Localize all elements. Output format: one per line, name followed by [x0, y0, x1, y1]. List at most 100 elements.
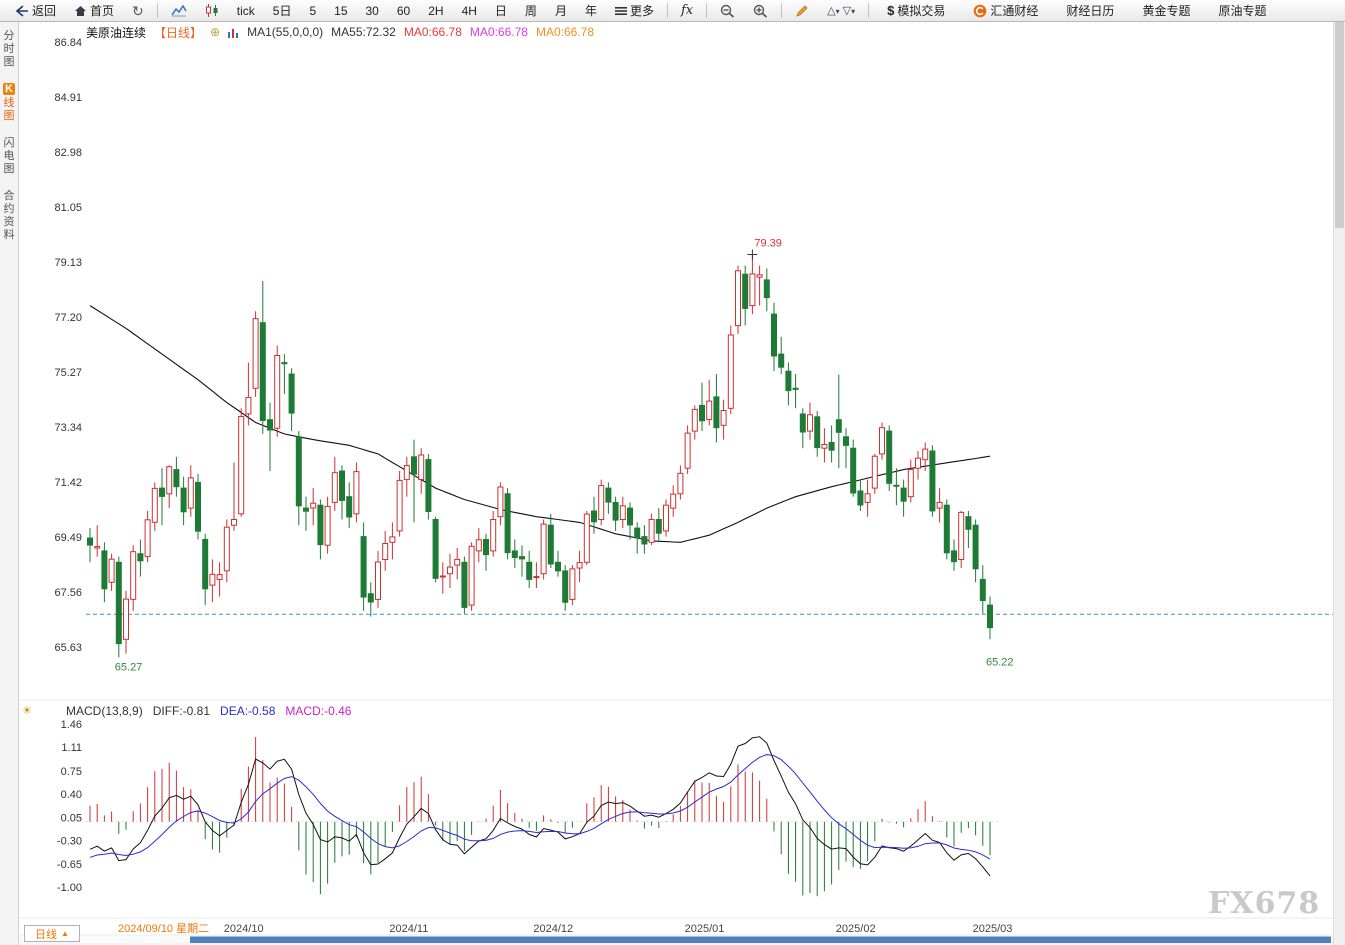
sidebar-item-char: 约	[3, 203, 15, 215]
toolbar-item-shape-tools[interactable]: △▾ ▽▾	[818, 0, 864, 21]
toolbar-item-min5-period[interactable]: 5	[300, 0, 325, 21]
svg-text:0.75: 0.75	[61, 766, 82, 778]
sidebar-item-time-share-chart[interactable]: 分时图	[4, 30, 15, 69]
horizontal-scrollbar-thumb	[190, 936, 1331, 943]
macd-settings-icon[interactable]: ☀	[22, 705, 32, 717]
svg-text:2024/10: 2024/10	[224, 923, 264, 935]
toolbar-item-label: 首页	[90, 4, 115, 18]
sidebar-item-char: 电	[3, 150, 15, 162]
candle-chart-icon	[205, 4, 219, 17]
sidebar-item-lightning-chart[interactable]: 闪电图	[4, 137, 15, 176]
toolbar-separator	[666, 3, 668, 18]
toolbar-item-label: 5	[309, 3, 317, 18]
ma0-value-label-2: MA0:66.78	[469, 25, 528, 39]
toolbar-item-line-chart-style[interactable]	[162, 0, 196, 21]
svg-text:2025/02: 2025/02	[836, 923, 876, 935]
ma0-value-label-1: MA0:66.78	[403, 25, 462, 39]
toolbar-item-min30-period[interactable]: 30	[357, 0, 388, 21]
toolbar-item-zoom-in[interactable]	[744, 0, 777, 21]
toolbar-item-label: 周	[524, 4, 537, 18]
svg-text:67.56: 67.56	[54, 587, 82, 599]
toolbar-item-label: 返回	[32, 4, 57, 18]
toolbar-item-5day-period[interactable]: 5日	[264, 0, 301, 21]
zoom-in-icon	[753, 4, 768, 18]
toolbar-item-label: 黄金专题	[1142, 4, 1191, 18]
svg-text:0.05: 0.05	[61, 812, 82, 824]
toolbar-item-back[interactable]: 返回	[6, 0, 65, 21]
toolbar-separator	[868, 3, 870, 18]
menu-icon	[614, 6, 627, 16]
toolbar-item-zoom-out[interactable]	[711, 0, 744, 21]
toolbar-separator	[781, 3, 783, 18]
chart-header: 美原油连续 【日线】 ⊕ MA1(55,0,0,0) MA55:72.32 MA0…	[86, 24, 594, 40]
toolbar-item-sim-trading[interactable]: $ 模拟交易	[873, 0, 959, 21]
refresh-icon: ↻	[132, 2, 144, 19]
ma1-param-label: MA1(55,0,0,0)	[247, 25, 324, 39]
toolbar-item-huitong-finance[interactable]: 汇通财经	[959, 0, 1052, 21]
svg-text:69.49: 69.49	[54, 532, 82, 544]
symbol-title: 美原油连续	[86, 25, 147, 40]
macd-diff-value: DIFF:-0.81	[152, 703, 211, 718]
home-icon	[74, 5, 87, 17]
svg-text:1.11: 1.11	[61, 742, 82, 754]
toolbar-item-day-period[interactable]: 日	[486, 0, 516, 21]
sidebar-item-char: 图	[3, 56, 15, 68]
toolbar-item-label: 15	[334, 3, 348, 18]
toolbar-item-week-period[interactable]: 周	[516, 0, 546, 21]
svg-text:86.84: 86.84	[54, 37, 82, 49]
chevron-up-icon: ▲	[61, 929, 69, 938]
toolbar-item-year-period[interactable]: 年	[576, 0, 606, 21]
sidebar-item-char: 闪	[3, 137, 15, 149]
toolbar-item-refresh[interactable]: ↻	[123, 0, 153, 21]
svg-text:2025/03: 2025/03	[973, 923, 1013, 935]
toolbar-item-label: tick	[236, 3, 255, 18]
toolbar-item-gold-topic[interactable]: 黄金专题	[1128, 0, 1204, 21]
toolbar-item-more[interactable]: 更多	[606, 0, 663, 21]
sidebar-item-char: 资	[3, 216, 15, 228]
svg-text:84.91: 84.91	[54, 92, 82, 104]
macd-dea-value: DEA:-0.58	[220, 703, 276, 718]
svg-text:1.46: 1.46	[61, 719, 82, 731]
period-tag: 【日线】	[154, 25, 203, 40]
toolbar-item-indicators[interactable]: fx	[672, 0, 702, 21]
macd-macd-value: MACD:-0.46	[285, 703, 352, 718]
sidebar-item-char: 图	[3, 110, 15, 122]
toolbar-item-label: 年	[584, 4, 597, 18]
toolbar-item-finance-calendar[interactable]: 财经日历	[1052, 0, 1128, 21]
sidebar-item-char: 线	[3, 97, 15, 109]
sidebar-item-contract-info[interactable]: 合约资料	[4, 190, 15, 242]
svg-text:79.13: 79.13	[54, 257, 82, 269]
toolbar-item-label: 财经日历	[1066, 4, 1115, 18]
svg-text:81.05: 81.05	[54, 202, 82, 214]
toolbar-item-min15-period[interactable]: 15	[325, 0, 356, 21]
toolbar-item-month-period[interactable]: 月	[546, 0, 576, 21]
vertical-scrollbar-thumb[interactable]	[1335, 22, 1344, 228]
toolbar-item-label: 更多	[629, 4, 654, 18]
toolbar-item-tick-period[interactable]: tick	[228, 0, 264, 21]
svg-text:2024/09/10 星期二: 2024/09/10 星期二	[118, 922, 209, 935]
svg-text:73.34: 73.34	[54, 422, 82, 434]
toolbar-item-home[interactable]: 首页	[65, 0, 123, 21]
toolbar-separator	[706, 3, 708, 18]
chart-canvas[interactable]: 86.84 84.91 82.98 81.05 79.13 77.20 75.27 73.34…	[20, 22, 1333, 945]
toolbar-item-hour4-period[interactable]: 4H	[453, 0, 486, 21]
macd-header: MACD(13,8,9) DIFF:-0.81 DEA:-0.58 MACD:-…	[66, 703, 351, 718]
sidebar-item-char: 分	[3, 30, 15, 42]
toolbar-item-label: 原油专题	[1218, 4, 1267, 18]
vertical-scrollbar[interactable]	[1333, 22, 1345, 945]
toolbar-item-label: 4H	[461, 3, 477, 18]
ma55-value-label: MA55:72.32	[331, 25, 396, 39]
toolbar-item-min60-period[interactable]: 60	[388, 0, 419, 21]
toolbar-item-candle-chart-style[interactable]	[196, 0, 228, 21]
sidebar-item-char: 时	[3, 43, 15, 55]
period-dropdown-button[interactable]: 日线 ▲	[24, 925, 80, 942]
toolbar-item-hour2-period[interactable]: 2H	[419, 0, 452, 21]
indicator-settings-icon[interactable]: ⊕	[210, 25, 221, 39]
sidebar-item-char: 料	[3, 229, 15, 241]
sidebar-item-char: K	[3, 83, 15, 95]
toolbar-item-draw-tool[interactable]	[786, 0, 818, 21]
toolbar-item-oil-topic[interactable]: 原油专题	[1204, 0, 1280, 21]
svg-text:65.63: 65.63	[54, 642, 82, 654]
